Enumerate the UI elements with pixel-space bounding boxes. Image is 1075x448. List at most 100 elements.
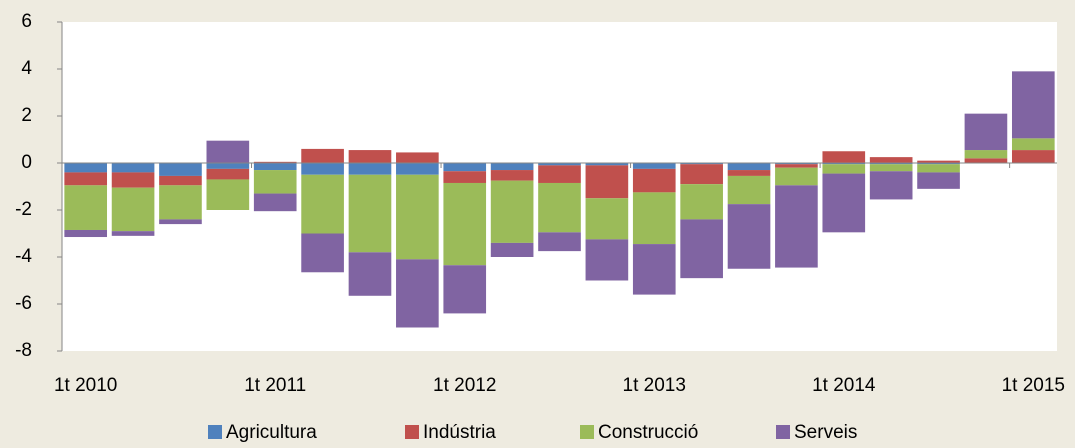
bar-segment [490,170,534,181]
y-tick-label: 4 [21,58,32,79]
bar-segment [680,219,723,279]
bar-segment [159,163,202,176]
bar-segment [727,204,771,269]
bar-segment [632,244,676,295]
bar-segment [348,174,392,253]
bar-segment [301,148,344,163]
bar-segment [301,174,344,234]
bar-segment [490,242,534,257]
bar-segment [822,173,866,233]
bar-segment [538,163,581,166]
legend-label: Indústria [423,422,496,443]
bar-segment [822,163,866,165]
x-tick-label: 1t 2015 [1002,375,1065,396]
bar-segment [253,161,297,163]
bar-segment [585,239,629,281]
bar-segment [585,165,629,199]
bar-segment [917,172,960,189]
bar-segment [253,170,297,194]
bar-segment [680,164,723,185]
bar-segment [917,163,960,165]
bar-segment [727,175,771,205]
bar-segment [159,175,202,186]
bar-segment [1011,71,1055,139]
bar-segment [538,232,581,252]
bar-segment [490,180,534,243]
bar-segment [253,193,297,212]
bar-segment [490,163,534,171]
bar-segment [396,152,439,163]
bar-segment [206,168,250,180]
y-tick-label: -6 [15,293,32,314]
bar-segment [775,167,818,186]
bar-segment [869,171,913,200]
bar-segment [727,163,771,171]
bar-segment [64,185,108,230]
bar-segment [443,171,487,183]
bar-segment [775,164,818,168]
y-tick-label: -2 [15,199,32,220]
bar-segment [632,192,676,245]
y-tick-label: 2 [21,105,32,126]
bar-segment [206,179,250,210]
bar-segment [964,113,1008,151]
y-tick-label: -4 [15,246,32,267]
bar-segment [443,163,487,172]
bar-segment [1011,138,1055,151]
bar-segment [396,259,439,328]
bar-segment [585,163,629,166]
y-tick-label: -8 [15,340,32,361]
bar-segment [301,163,344,175]
bar-segment [917,164,960,173]
bar-segment [443,182,487,266]
bar-segment [253,163,297,171]
bar-segment [348,252,392,296]
bar-segment [822,151,866,163]
bar-segment [822,164,866,174]
bar-segment [727,170,771,176]
bar-segment [632,168,676,193]
bar-segment [538,165,581,183]
bar-segment [111,187,155,232]
bar-segment [680,184,723,220]
bar-segment [206,140,250,163]
bar-segment [111,231,155,236]
bar-segment [964,158,1008,163]
legend-swatch [776,425,790,439]
x-tick-label: 1t 2012 [433,375,496,396]
legend-swatch [580,425,594,439]
bar-segment [869,163,913,165]
bar-segment [775,163,818,165]
bar-segment [301,233,344,273]
bar-segment [396,174,439,260]
x-tick-label: 1t 2013 [623,375,686,396]
bar-segment [680,163,723,165]
legend-label: Construcció [598,422,698,443]
bar-segment [632,163,676,169]
x-tick-label: 1t 2010 [54,375,117,396]
x-tick-label: 1t 2014 [812,375,876,396]
bar-segment [396,163,439,175]
bar-segment [159,185,202,220]
bar-segment [443,265,487,314]
bar-segment [111,172,155,188]
bar-segment [206,163,250,169]
legend-label: Agricultura [226,422,317,443]
bar-segment [348,163,392,175]
legend-label: Serveis [794,422,857,443]
bar-segment [585,198,629,240]
y-tick-label: 0 [21,152,32,173]
bar-segment [64,172,108,186]
bar-segment [1011,150,1055,163]
bar-segment [348,150,392,163]
bar-segment [964,150,1008,159]
bar-segment [775,185,818,268]
bar-segment [159,219,202,225]
x-tick-label: 1t 2011 [244,375,306,396]
bar-segment [917,160,960,163]
bar-segment [538,182,581,233]
y-tick-label: 6 [21,11,32,32]
bar-segment [64,229,108,238]
bar-segment [64,163,108,173]
